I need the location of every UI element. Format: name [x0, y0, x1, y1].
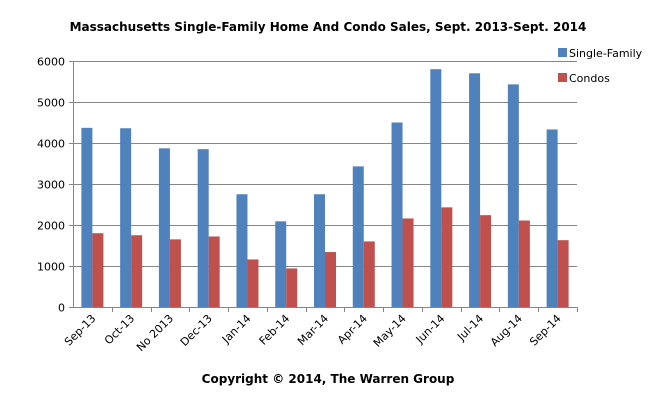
y-tick-label: 1000: [37, 261, 65, 274]
bar-condos-6: [325, 252, 336, 307]
x-tick-label: No 2013: [134, 312, 176, 354]
x-tick-label: Oct-13: [102, 312, 137, 347]
copyright-footer: Copyright © 2014, The Warren Group: [202, 372, 455, 386]
bar-single-family-3: [197, 149, 209, 307]
y-tick-label: 0: [58, 302, 65, 315]
y-tick-label: 4000: [37, 138, 65, 151]
x-tick-label: May-14: [371, 312, 409, 350]
x-tick-label: Jan-14: [219, 312, 254, 347]
bar-condos-4: [247, 259, 259, 307]
bar-condos-12: [557, 240, 569, 307]
bar-single-family-1: [120, 128, 132, 307]
bar-condos-9: [441, 207, 453, 307]
y-tick-label: 6000: [37, 56, 65, 69]
y-tick-label: 2000: [37, 220, 65, 233]
x-tick-label: Feb-14: [257, 312, 293, 348]
bar-single-family-5: [275, 221, 287, 307]
bar-single-family-6: [314, 194, 325, 307]
bar-single-family-10: [469, 73, 481, 307]
x-tick-label: Jul-14: [454, 312, 486, 344]
bar-single-family-2: [158, 148, 170, 307]
bar-condos-8: [402, 218, 414, 307]
x-tick-label: Sep-14: [527, 312, 564, 349]
bar-condos-5: [286, 268, 298, 307]
bar-condos-2: [169, 239, 181, 307]
bar-condos-7: [363, 241, 375, 307]
legend-swatch: [558, 73, 567, 82]
bar-single-family-9: [430, 69, 442, 307]
x-tick-label: Aug-14: [488, 312, 525, 349]
bar-single-family-8: [391, 122, 403, 307]
legend-swatch: [558, 48, 567, 57]
bar-single-family-12: [546, 129, 558, 307]
bar-condos-1: [131, 235, 143, 307]
x-tick-label: Sep-13: [62, 312, 99, 349]
y-tick-label: 5000: [37, 97, 65, 110]
bar-condos-10: [480, 215, 492, 307]
x-tick-label: Apr-14: [335, 312, 370, 347]
x-tick-label: Jun-14: [413, 312, 448, 347]
bar-condos-0: [92, 233, 104, 307]
bar-single-family-0: [81, 127, 93, 307]
legend-label: Single-Family: [569, 47, 643, 60]
bar-single-family-11: [507, 84, 519, 308]
x-tick-label: Mar-14: [295, 312, 331, 348]
legend-label: Condos: [569, 72, 610, 85]
bar-single-family-4: [236, 194, 248, 307]
bar-condos-11: [518, 220, 530, 307]
bar-condos-3: [208, 236, 220, 307]
y-tick-label: 3000: [37, 179, 65, 192]
bar-single-family-7: [352, 166, 364, 307]
chart-title: Massachusetts Single-Family Home And Con…: [70, 20, 587, 34]
x-tick-label: Dec-13: [178, 312, 215, 349]
